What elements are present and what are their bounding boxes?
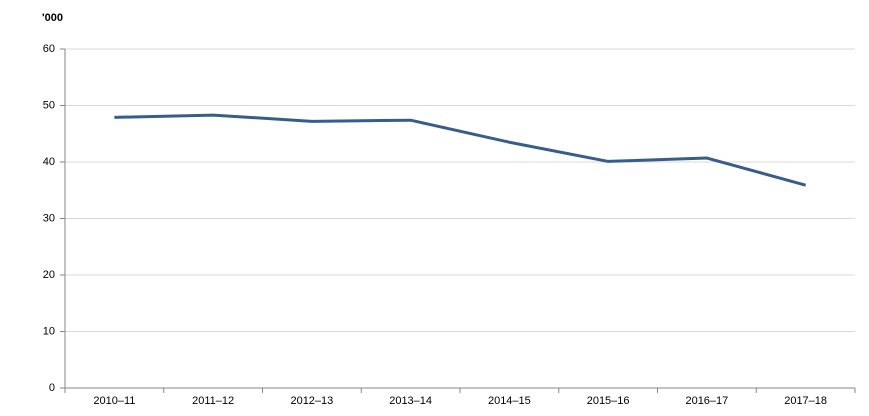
x-tick-label: 2014–15 <box>488 395 531 407</box>
y-tick-label: 60 <box>43 43 55 55</box>
x-tick-label: 2012–13 <box>290 395 333 407</box>
x-tick-label: 2016–17 <box>685 395 728 407</box>
x-tick-label: 2010–11 <box>93 395 135 407</box>
y-axis-label: '000 <box>42 12 63 24</box>
y-tick-label: 10 <box>43 325 55 337</box>
x-tick-label: 2017–18 <box>784 395 827 407</box>
line <box>114 113 807 187</box>
y-tick-label: 30 <box>43 212 55 224</box>
y-tick-label: 40 <box>43 156 55 168</box>
x-tick-label: 2015–16 <box>587 395 630 407</box>
y-tick-label: 0 <box>49 382 55 394</box>
x-tick-label: 2011–12 <box>192 395 234 407</box>
y-tick-label: 20 <box>43 269 55 281</box>
x-tick-label: 2013–14 <box>389 395 432 407</box>
y-tick-label: 50 <box>43 99 55 111</box>
